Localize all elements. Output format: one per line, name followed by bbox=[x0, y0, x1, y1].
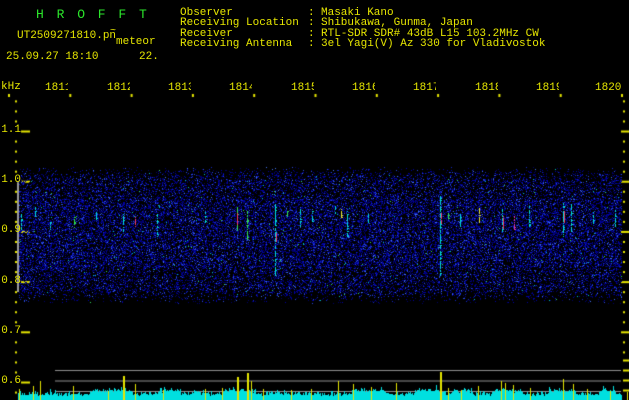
field-value-receiver: RTL-SDR SDR# 43dB L15 103.2MHz CW bbox=[321, 28, 539, 40]
field-colon: : bbox=[308, 38, 315, 50]
field-value-location: Shibukawa, Gunma, Japan bbox=[321, 17, 473, 29]
field-label-receiver: Receiver bbox=[180, 28, 233, 40]
datetime-text: 25.09.27 18:10 bbox=[6, 51, 99, 63]
field-label-location: Receiving Location bbox=[180, 17, 299, 29]
freq-label-1-1: 1.1 bbox=[1, 124, 21, 136]
freq-axis-unit: kHz bbox=[1, 81, 21, 93]
freq-label-1-0: 1.0 bbox=[1, 174, 21, 186]
time-label-1816: 1816 bbox=[352, 82, 375, 94]
time-label-1814: 1814 bbox=[229, 82, 252, 94]
freq-label-0-8: 0.8 bbox=[1, 275, 21, 287]
echo-count-text: 22. bbox=[139, 51, 159, 63]
field-label-observer: Observer bbox=[180, 7, 233, 19]
time-label-1815: 1815 bbox=[291, 82, 314, 94]
field-colon: : bbox=[308, 7, 315, 19]
filename-text: UT2509271810.pn bbox=[17, 30, 117, 42]
field-value-observer: Masaki Kano bbox=[321, 7, 394, 19]
field-label-antenna: Receiving Antenna bbox=[180, 38, 293, 50]
time-label-1817: 1817 bbox=[413, 82, 436, 94]
filename-clip-mark: ~ bbox=[110, 26, 117, 37]
field-colon: : bbox=[308, 28, 315, 40]
freq-label-0-7: 0.7 bbox=[1, 325, 21, 337]
time-label-1812: 1812 bbox=[107, 82, 130, 94]
field-colon: : bbox=[308, 17, 315, 29]
time-label-1813: 1813 bbox=[168, 82, 191, 94]
observation-type-label: meteor bbox=[116, 36, 156, 48]
app-title: H R O F F T bbox=[36, 7, 150, 22]
freq-label-0-9: 0.9 bbox=[1, 224, 21, 236]
time-label-1819: 1819 bbox=[536, 82, 559, 94]
time-label-1820: 1820 bbox=[595, 82, 622, 94]
freq-label-0-6: 0.6 bbox=[1, 375, 21, 387]
field-value-antenna: 3el Yagi(V) Az 330 for Vladivostok bbox=[321, 38, 546, 50]
time-label-1818: 1818 bbox=[475, 82, 498, 94]
